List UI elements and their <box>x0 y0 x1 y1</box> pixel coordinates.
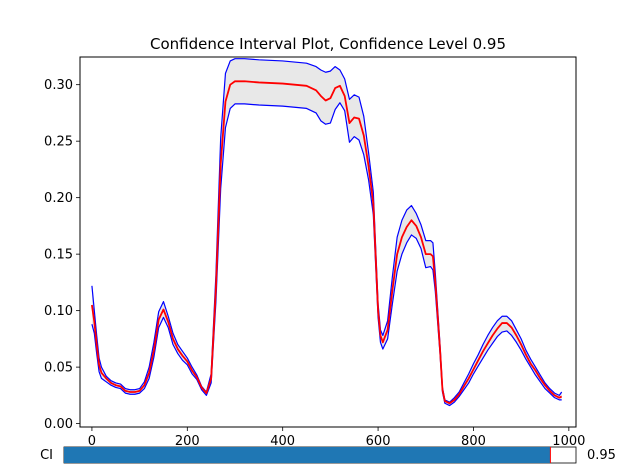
mean-line <box>91 80 563 405</box>
y-axis: 0.00 0.05 0.10 0.15 0.20 0.25 0.30 <box>44 78 80 432</box>
y-tick-label: 0.20 <box>44 191 73 206</box>
confidence-band <box>91 58 562 406</box>
slider-label: CI <box>40 448 53 463</box>
lower-bound-line <box>91 102 562 407</box>
axes-frame <box>79 56 577 428</box>
slider-value-text: 0.95 <box>587 448 616 463</box>
plot-axes: 0 200 400 600 800 1000 0.000.050.100.150.200.… <box>44 35 585 449</box>
x-axis: 0 200 400 600 800 1000 <box>88 427 585 449</box>
x-tick-label: 0 <box>88 434 96 449</box>
plot-area <box>91 58 563 407</box>
upper-bound-line <box>91 58 563 403</box>
x-tick-label: 1000 <box>552 434 585 449</box>
y-tick-label: 0.10 <box>44 304 73 319</box>
y-tick-label: 0.15 <box>44 248 73 263</box>
y-tick-label: 0.30 <box>44 78 73 93</box>
y-tick-label: 0.25 <box>44 135 73 150</box>
y-tick-label: 0.05 <box>44 361 73 376</box>
x-tick-label: 400 <box>270 434 295 449</box>
x-tick-label: 200 <box>175 434 200 449</box>
chart-title: Confidence Interval Plot, Confidence Lev… <box>150 35 506 53</box>
x-tick-label: 600 <box>366 434 391 449</box>
confidence-level-slider[interactable]: CI 0.95 <box>40 446 616 464</box>
x-tick-label: 800 <box>461 434 486 449</box>
y-tick-label: 0.00 <box>44 417 73 432</box>
slider-fill <box>64 447 551 463</box>
